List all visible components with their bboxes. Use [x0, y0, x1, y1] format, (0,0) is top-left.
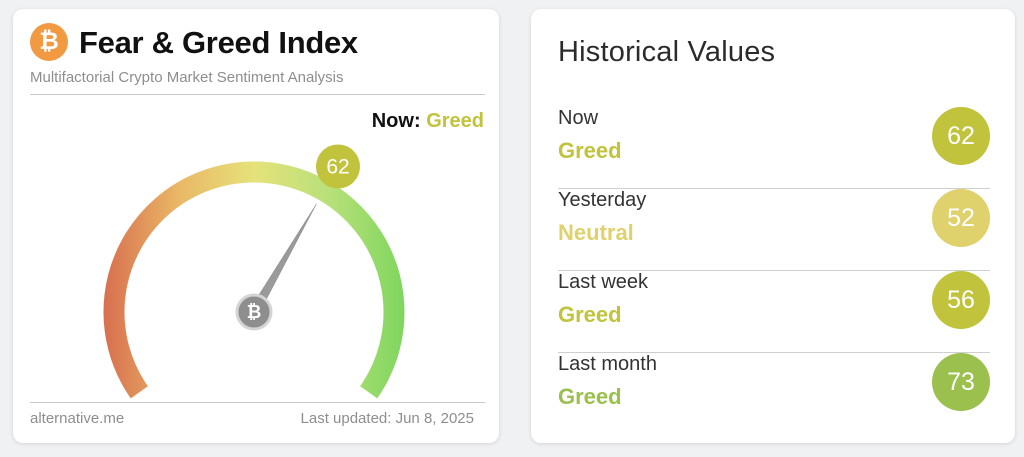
value-circle: 62 — [932, 107, 990, 165]
history-row-last-month: Last month Greed 73 — [558, 353, 990, 413]
history-row-last-week: Last week Greed 56 — [558, 271, 990, 353]
period-label: Now — [558, 107, 599, 129]
period-label: Last month — [558, 353, 657, 375]
gauge-arc — [103, 161, 405, 399]
now-value: Greed — [426, 110, 484, 132]
gauge-value-badge — [316, 144, 360, 189]
now-label: Now: — [371, 110, 421, 132]
bitcoin-logo-icon: ₿ — [30, 23, 68, 61]
now-status: Now: Greed — [372, 110, 484, 133]
classification-label: Neutral — [558, 220, 634, 245]
value-circle: 52 — [932, 189, 990, 247]
historical-title: Historical Values — [558, 36, 776, 68]
gauge-hub — [235, 293, 273, 331]
value-circle: 56 — [932, 271, 990, 329]
gauge: ₿ 62 — [103, 144, 405, 399]
page-title: Fear & Greed Index — [79, 25, 358, 60]
classification-label: Greed — [558, 384, 622, 409]
value-circle: 73 — [932, 353, 990, 411]
period-label: Last week — [558, 271, 649, 293]
source-link[interactable]: alternative.me — [30, 410, 125, 427]
row-divider — [558, 188, 990, 189]
divider — [30, 94, 485, 95]
divider — [30, 402, 485, 403]
last-updated: Last updated: Jun 8, 2025 — [300, 410, 474, 427]
classification-label: Greed — [558, 302, 622, 327]
historical-values-card: Historical Values Now Greed 62 Yesterday… — [531, 9, 1015, 443]
history-row-yesterday: Yesterday Neutral 52 — [558, 189, 990, 271]
subtitle: Multifactorial Crypto Market Sentiment A… — [30, 69, 344, 86]
gauge-value-label: 62 — [326, 156, 349, 179]
fear-greed-card: ₿ Fear & Greed Index Multifactorial Cryp… — [13, 9, 499, 443]
history-row-now: Now Greed 62 — [558, 107, 990, 189]
period-label: Yesterday — [558, 189, 647, 211]
bitcoin-hub-icon: ₿ — [247, 302, 262, 323]
classification-label: Greed — [558, 138, 622, 163]
row-divider — [558, 352, 990, 353]
row-divider — [558, 270, 990, 271]
